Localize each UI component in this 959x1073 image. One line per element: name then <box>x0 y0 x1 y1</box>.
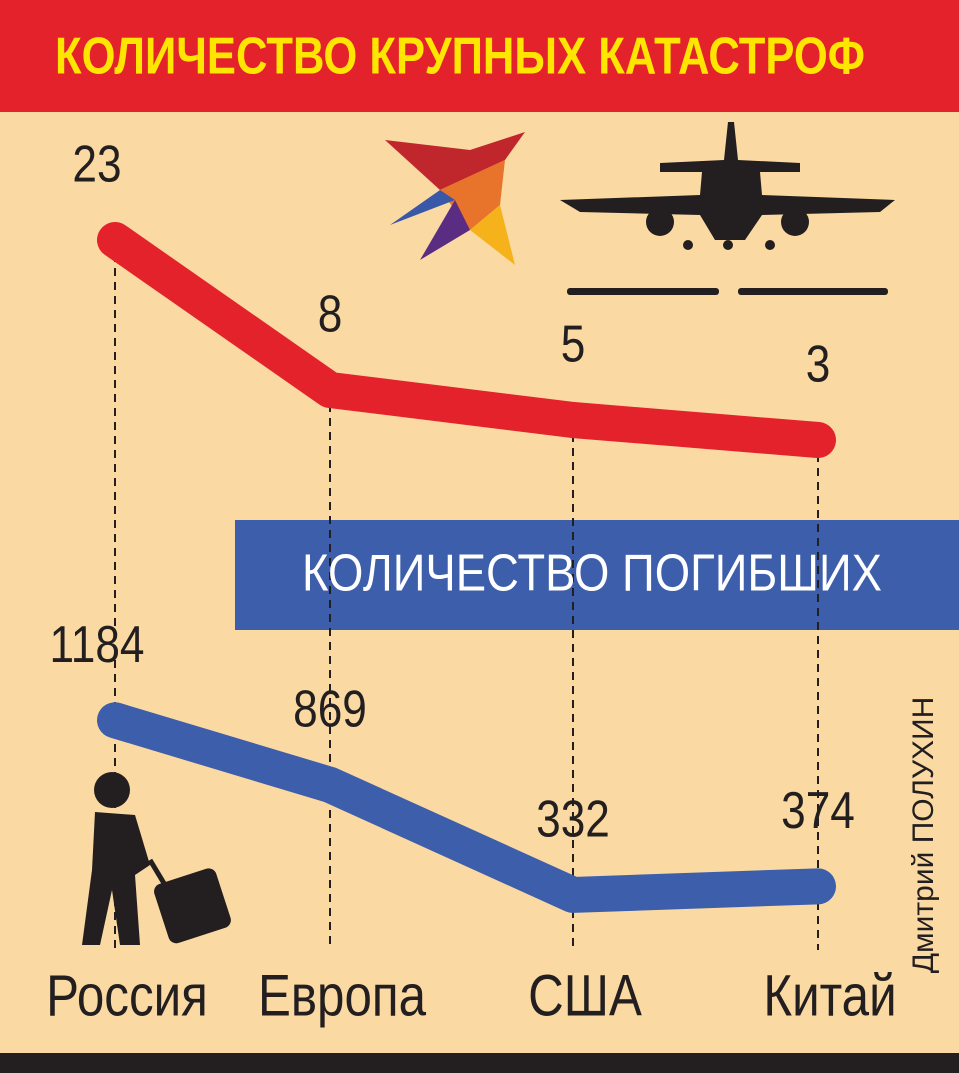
credit: Дмитрий ПОЛУХИН <box>907 697 940 974</box>
plane-icon <box>560 122 895 295</box>
value-label: 23 <box>72 135 121 193</box>
value-label: 374 <box>781 782 855 840</box>
value-label: 869 <box>293 680 367 738</box>
x-tick-label: Европа <box>258 964 426 1029</box>
footer-bar <box>0 1053 959 1073</box>
value-label: 3 <box>806 335 831 393</box>
x-tick-label: США <box>528 964 642 1029</box>
legend-banner <box>235 520 959 630</box>
x-tick-label: Россия <box>46 964 208 1029</box>
traveler-icon <box>82 772 231 945</box>
value-label: 332 <box>536 790 610 848</box>
title-banner <box>0 0 959 112</box>
data-line <box>97 702 836 913</box>
value-label: 1184 <box>49 616 144 674</box>
data-line <box>97 222 836 458</box>
legend-title: КОЛИЧЕСТВО ПОГИБШИХ <box>302 545 882 603</box>
value-label: 5 <box>561 315 586 373</box>
value-label: 8 <box>318 285 343 343</box>
bird-icon <box>385 132 525 265</box>
legend-title: КОЛИЧЕСТВО КРУПНЫХ КАТАСТРОФ <box>55 28 865 86</box>
x-tick-label: Китай <box>763 964 896 1029</box>
